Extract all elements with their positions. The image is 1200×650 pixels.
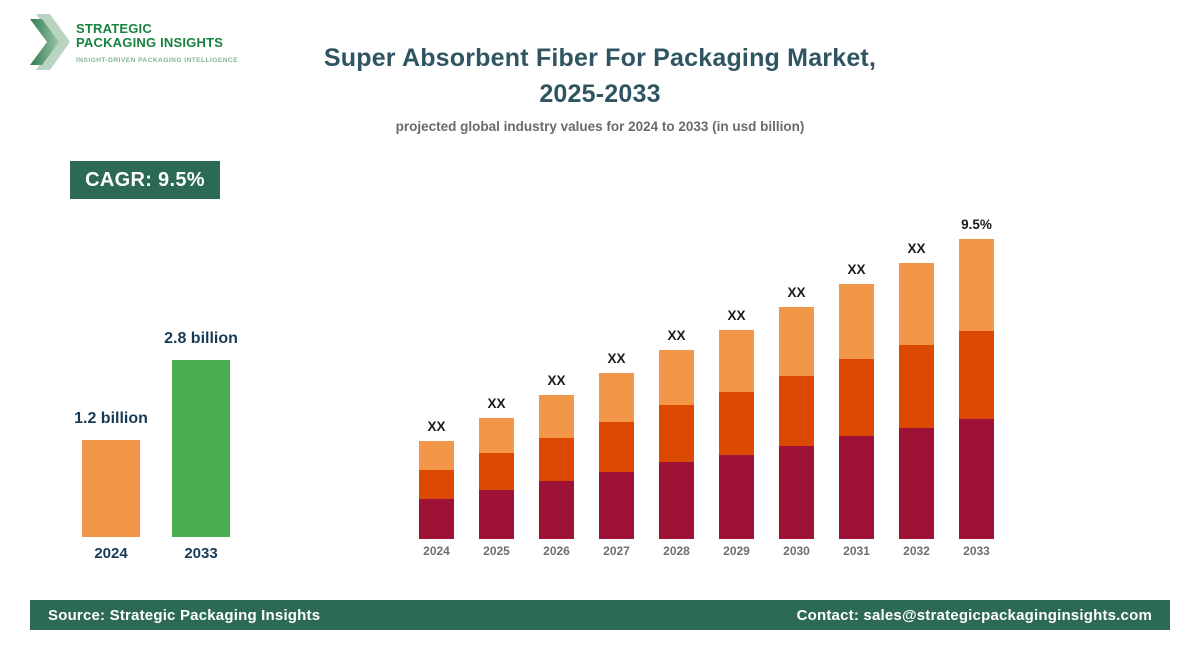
chart-subtitle: projected global industry values for 202… xyxy=(395,119,805,134)
mini-bar-value-label: 2.8 billion xyxy=(164,330,238,347)
bar-year-label: 2027 xyxy=(603,544,630,558)
stacked-bar-2025: XX 2025 xyxy=(479,396,514,558)
mini-bar-2024 xyxy=(82,440,140,537)
logo-text: STRATEGIC PACKAGING INSIGHTS INSIGHT-DRI… xyxy=(76,14,238,65)
stacked-bar-2033: 9.5% 2033 xyxy=(959,217,994,558)
mini-bar-chart: 1.2 billion 2024 2.8 billion 2033 xyxy=(74,330,238,562)
bar-segment-segment-bottom xyxy=(539,481,574,539)
bar-top-label: XX xyxy=(427,419,446,434)
bar-segment-segment-middle xyxy=(959,331,994,419)
bar-top-label: XX xyxy=(847,262,866,277)
logo-name-line1: STRATEGIC xyxy=(76,21,152,36)
footer-bar: Source: Strategic Packaging Insights Con… xyxy=(30,600,1170,630)
mini-bar-value-label: 1.2 billion xyxy=(74,410,148,427)
bar-segment-segment-top xyxy=(539,395,574,438)
mini-bar-year-label: 2024 xyxy=(94,545,128,562)
chart-title-line2: 2025-2033 xyxy=(539,80,661,108)
bar-segment-segment-middle xyxy=(839,359,874,436)
bar-segment-segment-top xyxy=(779,307,814,376)
bar-year-label: 2026 xyxy=(543,544,570,558)
bar-top-label: XX xyxy=(547,373,566,388)
logo-tagline: INSIGHT-DRIVEN PACKAGING INTELLIGENCE xyxy=(76,57,238,64)
bar-segment-segment-top xyxy=(959,239,994,331)
bar-year-label: 2025 xyxy=(483,544,510,558)
bar-year-label: 2031 xyxy=(843,544,870,558)
bar-year-label: 2033 xyxy=(963,544,990,558)
bar-year-label: 2028 xyxy=(663,544,690,558)
bar-segment-segment-middle xyxy=(719,392,754,455)
bar-top-label: 9.5% xyxy=(961,217,992,232)
footer-source: Source: Strategic Packaging Insights xyxy=(48,606,321,624)
bar-segment-segment-top xyxy=(719,330,754,392)
bar-top-label: XX xyxy=(727,308,746,323)
bar-segment-segment-bottom xyxy=(959,419,994,539)
bar-segment-segment-bottom xyxy=(839,436,874,539)
stacked-bar-2030: XX 2030 xyxy=(779,285,814,558)
mini-bar-column-2033: 2.8 billion 2033 xyxy=(164,330,238,562)
bar-top-label: XX xyxy=(607,351,626,366)
bar-segment-segment-bottom xyxy=(659,462,694,539)
bar-segment-segment-top xyxy=(479,418,514,453)
mini-bar-column-2024: 1.2 billion 2024 xyxy=(74,330,148,562)
bar-top-label: XX xyxy=(787,285,806,300)
bar-top-label: XX xyxy=(667,328,686,343)
bar-segment-segment-bottom xyxy=(419,499,454,539)
bar-segment-segment-middle xyxy=(479,453,514,490)
bar-top-label: XX xyxy=(907,241,926,256)
stacked-bar-2026: XX 2026 xyxy=(539,373,574,558)
logo: STRATEGIC PACKAGING INSIGHTS INSIGHT-DRI… xyxy=(30,14,238,70)
bar-segment-segment-top xyxy=(899,263,934,345)
logo-name-line2: PACKAGING INSIGHTS xyxy=(76,35,224,50)
cagr-badge: CAGR: 9.5% xyxy=(70,161,220,199)
bar-year-label: 2029 xyxy=(723,544,750,558)
stacked-bar-2032: XX 2032 xyxy=(899,241,934,558)
bar-segment-segment-middle xyxy=(599,422,634,472)
bar-segment-segment-bottom xyxy=(479,490,514,539)
stacked-bar-2024: XX 2024 xyxy=(419,419,454,558)
stacked-bar-2029: XX 2029 xyxy=(719,308,754,558)
bar-segment-segment-middle xyxy=(539,438,574,481)
bar-segment-segment-middle xyxy=(419,470,454,499)
footer-contact: Contact: sales@strategicpackaginginsight… xyxy=(796,606,1152,624)
title-block: Super Absorbent Fiber For Packaging Mark… xyxy=(0,40,1200,134)
chart-title-line1: Super Absorbent Fiber For Packaging Mark… xyxy=(323,44,877,72)
bar-segment-segment-bottom xyxy=(779,446,814,539)
bar-segment-segment-bottom xyxy=(899,428,934,539)
bar-segment-segment-middle xyxy=(779,376,814,446)
bar-segment-segment-middle xyxy=(899,345,934,428)
logo-chevron-icon xyxy=(30,14,70,70)
bar-segment-segment-bottom xyxy=(719,455,754,539)
bar-segment-segment-bottom xyxy=(599,472,634,539)
stacked-bar-2031: XX 2031 xyxy=(839,262,874,558)
bar-year-label: 2024 xyxy=(423,544,450,558)
bar-segment-segment-top xyxy=(419,441,454,470)
mini-bar-year-label: 2033 xyxy=(184,545,218,562)
bar-segment-segment-top xyxy=(599,373,634,422)
mini-bar-2033 xyxy=(172,360,230,537)
stacked-bar-chart: XX 2024 XX 2025 XX 2026 XX 2027 XX 2028 XX 2029 XX 20… xyxy=(419,210,1030,558)
stacked-bar-2028: XX 2028 xyxy=(659,328,694,558)
bar-segment-segment-top xyxy=(659,350,694,405)
bar-year-label: 2032 xyxy=(903,544,930,558)
stacked-bar-2027: XX 2027 xyxy=(599,351,634,558)
bar-year-label: 2030 xyxy=(783,544,810,558)
bar-top-label: XX xyxy=(487,396,506,411)
bar-segment-segment-middle xyxy=(659,405,694,462)
bar-segment-segment-top xyxy=(839,284,874,359)
